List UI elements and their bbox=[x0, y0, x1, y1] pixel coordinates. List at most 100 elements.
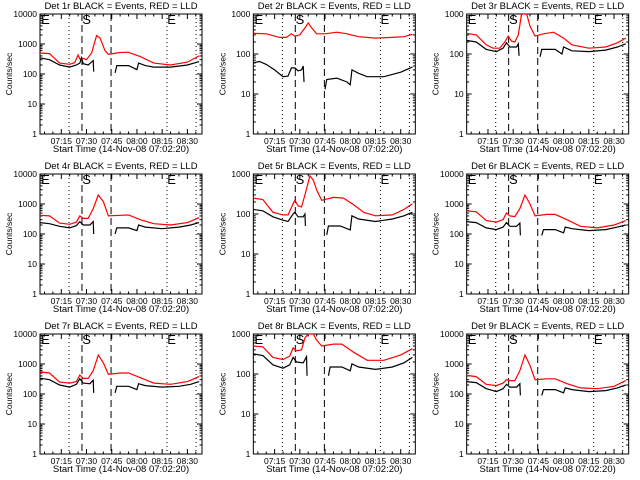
panel-det-8: Det 8r BLACK = Events, RED = LLD 1 10 100 10… bbox=[217, 321, 416, 475]
x-axis-label: Start Time (14-Nov-08 07:02:20) bbox=[266, 304, 402, 315]
y-tick-label: 10000 bbox=[13, 329, 37, 339]
x-tick-label: 08:00 bbox=[340, 136, 362, 146]
event-label: E bbox=[41, 12, 50, 27]
x-tick-label: 07:15 bbox=[264, 296, 286, 306]
lld-series-line bbox=[40, 353, 200, 385]
x-axis-label: Start Time (14-Nov-08 07:02:20) bbox=[266, 144, 402, 155]
lld-series-line bbox=[466, 14, 627, 49]
x-tick-label: 07:45 bbox=[101, 456, 123, 466]
events-series-line bbox=[40, 220, 200, 235]
lld-series-line bbox=[40, 193, 200, 226]
x-tick-label: 08:00 bbox=[553, 136, 575, 146]
plot-frame bbox=[252, 173, 416, 295]
x-tick-label: 07:45 bbox=[528, 296, 550, 306]
y-tick-label: 1000 bbox=[231, 169, 250, 179]
event-label: S bbox=[296, 12, 305, 27]
y-tick-label: 100 bbox=[449, 49, 463, 59]
event-label: E bbox=[41, 172, 50, 187]
panel-det-2: Det 2r BLACK = Events, RED = LLD 1 10 100 10… bbox=[217, 1, 416, 155]
x-tick-label: 07:15 bbox=[51, 296, 73, 306]
panel-det-1: Det 1r BLACK = Events, RED = LLD 1 10 100 10… bbox=[4, 1, 203, 155]
panel-det-5: Det 5r BLACK = Events, RED = LLD 1 10 100 10… bbox=[217, 161, 416, 315]
x-tick-label: 08:00 bbox=[126, 136, 148, 146]
x-tick-label: 08:15 bbox=[152, 136, 174, 146]
x-tick-label: 07:15 bbox=[477, 136, 499, 146]
x-tick-label: 08:30 bbox=[390, 296, 412, 306]
event-label: E bbox=[41, 332, 50, 347]
panel-det-4: Det 4r BLACK = Events, RED = LLD 1 10 100 10… bbox=[4, 161, 203, 315]
event-label: E bbox=[167, 12, 176, 27]
lld-series-line bbox=[253, 174, 413, 217]
x-axis-label: Start Time (14-Nov-08 07:02:20) bbox=[53, 144, 189, 155]
y-axis-label: Counts/sec bbox=[217, 212, 227, 255]
y-tick-label: 1 bbox=[32, 129, 37, 139]
events-series-line bbox=[466, 39, 626, 57]
y-tick-label: 10 bbox=[28, 419, 38, 429]
event-label: S bbox=[509, 12, 518, 27]
x-tick-label: 07:30 bbox=[503, 136, 525, 146]
y-tick-label: 1000 bbox=[18, 199, 37, 209]
y-tick-label: 1000 bbox=[231, 9, 250, 19]
events-series-line bbox=[466, 381, 626, 396]
plot-frame bbox=[39, 173, 203, 295]
y-tick-label: 100 bbox=[23, 229, 37, 239]
y-tick-label: 1 bbox=[246, 129, 251, 139]
y-tick-label: 10000 bbox=[13, 9, 37, 19]
panel-title: Det 2r BLACK = Events, RED = LLD bbox=[258, 1, 411, 12]
event-label: E bbox=[468, 332, 477, 347]
x-tick-label: 07:45 bbox=[101, 296, 123, 306]
event-label: E bbox=[594, 12, 603, 27]
event-label: E bbox=[167, 332, 176, 347]
y-tick-label: 1 bbox=[459, 129, 464, 139]
x-tick-label: 08:00 bbox=[553, 296, 575, 306]
y-tick-label: 1 bbox=[246, 449, 251, 459]
y-tick-label: 10000 bbox=[440, 329, 464, 339]
y-tick-label: 100 bbox=[449, 229, 463, 239]
x-tick-label: 08:00 bbox=[340, 456, 362, 466]
x-axis-label: Start Time (14-Nov-08 07:02:20) bbox=[480, 304, 616, 315]
plot-frame bbox=[466, 173, 630, 295]
event-label: E bbox=[381, 12, 390, 27]
x-tick-label: 07:45 bbox=[528, 456, 550, 466]
x-tick-label: 07:45 bbox=[314, 456, 336, 466]
event-label: S bbox=[509, 332, 518, 347]
y-tick-label: 10 bbox=[454, 89, 464, 99]
y-axis-label: Counts/sec bbox=[217, 52, 227, 95]
x-tick-label: 07:15 bbox=[51, 136, 73, 146]
x-tick-label: 08:15 bbox=[152, 456, 174, 466]
event-label: E bbox=[254, 332, 263, 347]
x-tick-label: 07:15 bbox=[264, 136, 286, 146]
x-tick-label: 08:30 bbox=[390, 456, 412, 466]
y-axis-label: Counts/sec bbox=[431, 52, 441, 95]
y-axis-label: Counts/sec bbox=[431, 212, 441, 255]
event-label: E bbox=[468, 12, 477, 27]
x-tick-label: 07:30 bbox=[76, 136, 98, 146]
x-tick-label: 08:15 bbox=[578, 456, 600, 466]
x-tick-label: 08:30 bbox=[390, 136, 412, 146]
y-tick-label: 100 bbox=[23, 69, 37, 79]
x-axis-label: Start Time (14-Nov-08 07:02:20) bbox=[53, 304, 189, 315]
y-tick-label: 10 bbox=[241, 89, 251, 99]
y-axis-label: Counts/sec bbox=[4, 52, 14, 95]
panel-title: Det 4r BLACK = Events, RED = LLD bbox=[44, 161, 197, 172]
y-tick-label: 100 bbox=[23, 389, 37, 399]
x-tick-label: 08:15 bbox=[578, 136, 600, 146]
panel-det-6: Det 6r BLACK = Events, RED = LLD 1 10 100 10… bbox=[431, 161, 630, 315]
x-tick-label: 08:30 bbox=[603, 296, 625, 306]
panel-title: Det 1r BLACK = Events, RED = LLD bbox=[44, 1, 197, 12]
x-tick-label: 07:15 bbox=[264, 456, 286, 466]
y-axis-label: Counts/sec bbox=[4, 372, 14, 415]
y-tick-label: 10 bbox=[241, 249, 251, 259]
y-tick-label: 10 bbox=[241, 409, 251, 419]
x-tick-label: 07:15 bbox=[477, 296, 499, 306]
x-tick-label: 08:15 bbox=[578, 296, 600, 306]
x-tick-label: 08:00 bbox=[126, 456, 148, 466]
x-axis-label: Start Time (14-Nov-08 07:02:20) bbox=[480, 464, 616, 475]
events-series-line bbox=[40, 55, 200, 73]
y-tick-label: 10 bbox=[28, 99, 38, 109]
panel-title: Det 6r BLACK = Events, RED = LLD bbox=[471, 161, 624, 172]
event-label: E bbox=[381, 332, 390, 347]
panel-title: Det 9r BLACK = Events, RED = LLD bbox=[471, 321, 624, 332]
x-tick-label: 07:45 bbox=[314, 136, 336, 146]
